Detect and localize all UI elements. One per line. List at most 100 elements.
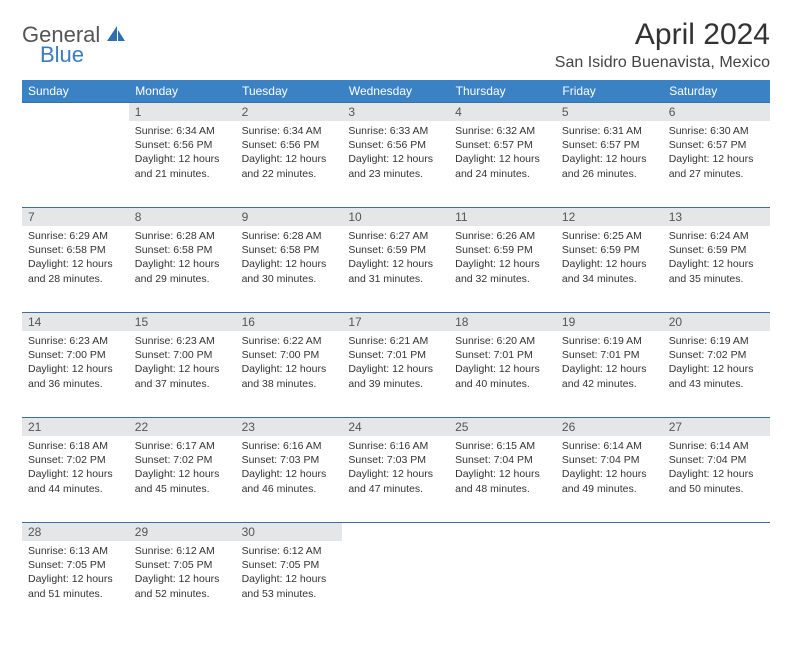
day-number: 7 — [22, 207, 129, 226]
day-content: Sunrise: 6:24 AMSunset: 6:59 PMDaylight:… — [663, 226, 770, 292]
sail-icon — [106, 24, 126, 42]
sunset-line: Sunset: 7:05 PM — [242, 558, 337, 572]
logo: General Blue — [22, 18, 126, 66]
daylight-line: Daylight: 12 hours and 26 minutes. — [562, 152, 657, 180]
day-header: Monday — [129, 80, 236, 102]
daylight-line: Daylight: 12 hours and 24 minutes. — [455, 152, 550, 180]
day-cell: Sunrise: 6:16 AMSunset: 7:03 PMDaylight:… — [342, 436, 449, 522]
day-content: Sunrise: 6:28 AMSunset: 6:58 PMDaylight:… — [236, 226, 343, 292]
week-daynum-row: 123456 — [22, 102, 770, 121]
day-content — [22, 121, 129, 130]
day-cell: Sunrise: 6:31 AMSunset: 6:57 PMDaylight:… — [556, 121, 663, 207]
sunrise-line: Sunrise: 6:32 AM — [455, 124, 550, 138]
day-cell: Sunrise: 6:13 AMSunset: 7:05 PMDaylight:… — [22, 541, 129, 627]
day-header-row: Sunday Monday Tuesday Wednesday Thursday… — [22, 80, 770, 102]
day-number-cell: 30 — [236, 522, 343, 541]
sunset-line: Sunset: 7:01 PM — [348, 348, 443, 362]
day-content: Sunrise: 6:29 AMSunset: 6:58 PMDaylight:… — [22, 226, 129, 292]
day-number: 20 — [663, 312, 770, 331]
daylight-line: Daylight: 12 hours and 51 minutes. — [28, 572, 123, 600]
daylight-line: Daylight: 12 hours and 53 minutes. — [242, 572, 337, 600]
day-cell: Sunrise: 6:22 AMSunset: 7:00 PMDaylight:… — [236, 331, 343, 417]
sunset-line: Sunset: 6:59 PM — [669, 243, 764, 257]
day-content: Sunrise: 6:23 AMSunset: 7:00 PMDaylight:… — [129, 331, 236, 397]
daylight-line: Daylight: 12 hours and 36 minutes. — [28, 362, 123, 390]
sunrise-line: Sunrise: 6:18 AM — [28, 439, 123, 453]
day-number-cell: 10 — [342, 207, 449, 226]
day-content: Sunrise: 6:16 AMSunset: 7:03 PMDaylight:… — [342, 436, 449, 502]
sunrise-line: Sunrise: 6:33 AM — [348, 124, 443, 138]
sunrise-line: Sunrise: 6:34 AM — [135, 124, 230, 138]
sunrise-line: Sunrise: 6:28 AM — [242, 229, 337, 243]
sunset-line: Sunset: 7:01 PM — [562, 348, 657, 362]
day-number-cell: 29 — [129, 522, 236, 541]
day-number: 5 — [556, 102, 663, 121]
day-number: 2 — [236, 102, 343, 121]
day-number: 8 — [129, 207, 236, 226]
day-content: Sunrise: 6:23 AMSunset: 7:00 PMDaylight:… — [22, 331, 129, 397]
logo-word2: Blue — [40, 44, 126, 66]
daylight-line: Daylight: 12 hours and 45 minutes. — [135, 467, 230, 495]
sunset-line: Sunset: 7:00 PM — [135, 348, 230, 362]
day-number: 29 — [129, 522, 236, 541]
sunset-line: Sunset: 6:59 PM — [562, 243, 657, 257]
sunset-line: Sunset: 7:03 PM — [242, 453, 337, 467]
week-content-row: Sunrise: 6:29 AMSunset: 6:58 PMDaylight:… — [22, 226, 770, 312]
day-number-cell: 18 — [449, 312, 556, 331]
sunrise-line: Sunrise: 6:29 AM — [28, 229, 123, 243]
day-content — [663, 541, 770, 550]
week-daynum-row: 78910111213 — [22, 207, 770, 226]
day-number-cell: 5 — [556, 102, 663, 121]
day-content: Sunrise: 6:12 AMSunset: 7:05 PMDaylight:… — [236, 541, 343, 607]
day-content: Sunrise: 6:22 AMSunset: 7:00 PMDaylight:… — [236, 331, 343, 397]
day-number: 23 — [236, 417, 343, 436]
day-cell: Sunrise: 6:23 AMSunset: 7:00 PMDaylight:… — [22, 331, 129, 417]
daylight-line: Daylight: 12 hours and 44 minutes. — [28, 467, 123, 495]
day-number-cell — [342, 522, 449, 541]
page-header: General Blue April 2024 San Isidro Buena… — [22, 18, 770, 72]
day-number: 3 — [342, 102, 449, 121]
day-cell: Sunrise: 6:19 AMSunset: 7:01 PMDaylight:… — [556, 331, 663, 417]
day-number: 6 — [663, 102, 770, 121]
sunset-line: Sunset: 6:58 PM — [28, 243, 123, 257]
week-content-row: Sunrise: 6:18 AMSunset: 7:02 PMDaylight:… — [22, 436, 770, 522]
week-daynum-row: 14151617181920 — [22, 312, 770, 331]
day-number-cell: 12 — [556, 207, 663, 226]
day-content — [556, 541, 663, 550]
sunrise-line: Sunrise: 6:15 AM — [455, 439, 550, 453]
day-number-cell: 3 — [342, 102, 449, 121]
day-number-cell: 15 — [129, 312, 236, 331]
day-cell — [22, 121, 129, 207]
sunset-line: Sunset: 6:57 PM — [562, 138, 657, 152]
daylight-line: Daylight: 12 hours and 52 minutes. — [135, 572, 230, 600]
sunset-line: Sunset: 6:59 PM — [455, 243, 550, 257]
daylight-line: Daylight: 12 hours and 27 minutes. — [669, 152, 764, 180]
daylight-line: Daylight: 12 hours and 48 minutes. — [455, 467, 550, 495]
sunset-line: Sunset: 6:58 PM — [135, 243, 230, 257]
sunset-line: Sunset: 6:56 PM — [135, 138, 230, 152]
day-number-cell — [22, 102, 129, 121]
day-cell: Sunrise: 6:33 AMSunset: 6:56 PMDaylight:… — [342, 121, 449, 207]
day-cell: Sunrise: 6:34 AMSunset: 6:56 PMDaylight:… — [236, 121, 343, 207]
sunrise-line: Sunrise: 6:16 AM — [348, 439, 443, 453]
day-number: 17 — [342, 312, 449, 331]
sunrise-line: Sunrise: 6:21 AM — [348, 334, 443, 348]
day-header: Tuesday — [236, 80, 343, 102]
day-cell: Sunrise: 6:23 AMSunset: 7:00 PMDaylight:… — [129, 331, 236, 417]
day-number-cell: 27 — [663, 417, 770, 436]
day-number: 15 — [129, 312, 236, 331]
sunrise-line: Sunrise: 6:24 AM — [669, 229, 764, 243]
day-cell: Sunrise: 6:20 AMSunset: 7:01 PMDaylight:… — [449, 331, 556, 417]
day-number-cell — [556, 522, 663, 541]
day-number: 12 — [556, 207, 663, 226]
day-header: Sunday — [22, 80, 129, 102]
logo-text: General Blue — [22, 24, 126, 66]
sunrise-line: Sunrise: 6:16 AM — [242, 439, 337, 453]
day-content: Sunrise: 6:12 AMSunset: 7:05 PMDaylight:… — [129, 541, 236, 607]
day-number: 1 — [129, 102, 236, 121]
day-content: Sunrise: 6:19 AMSunset: 7:01 PMDaylight:… — [556, 331, 663, 397]
day-number-cell: 21 — [22, 417, 129, 436]
daylight-line: Daylight: 12 hours and 46 minutes. — [242, 467, 337, 495]
daylight-line: Daylight: 12 hours and 39 minutes. — [348, 362, 443, 390]
day-number: 27 — [663, 417, 770, 436]
